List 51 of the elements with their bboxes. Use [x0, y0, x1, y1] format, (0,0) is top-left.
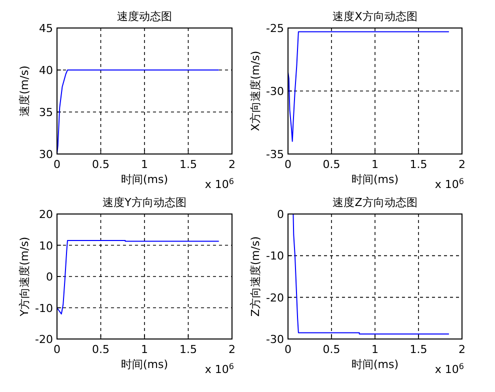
y-tick-label: -20 — [266, 291, 284, 304]
y-tick-label: -20 — [35, 333, 53, 346]
chart-title: 速度Y方向动态图 — [102, 196, 186, 209]
x-tick-label: 1 — [372, 343, 378, 356]
chart-title: 速度动态图 — [117, 10, 172, 23]
x-axis-title: 时间(ms) — [120, 173, 168, 186]
x-tick-label: 2 — [458, 343, 466, 356]
x-tick-label: 2 — [458, 158, 466, 171]
y-tick-label: 40 — [39, 64, 53, 77]
y-axis-title: 速度(m/s) — [18, 66, 31, 116]
text: x 10$^{6}$ — [204, 176, 234, 191]
x-tick-label: 1 — [141, 343, 148, 356]
y-tick-label: 0 — [277, 208, 284, 221]
y-tick-label: -30 — [266, 333, 284, 346]
x-tick-label: 1 — [141, 158, 148, 171]
y-tick-label: 35 — [39, 106, 53, 119]
y-tick-label: 30 — [39, 148, 53, 161]
x-tick-label: 1.5 — [410, 343, 428, 356]
x-tick-label: 2 — [228, 343, 236, 356]
y-tick-label: 20 — [39, 208, 53, 221]
text: x 10$^{6}$ — [204, 362, 234, 376]
y-tick-label: 10 — [39, 239, 53, 252]
y-axis-title: X方向速度(m/s) — [249, 50, 262, 132]
y-axis-title: Y方向速度(m/s) — [18, 236, 31, 318]
x-tick-label: 1.5 — [410, 158, 428, 171]
y-tick-label: 45 — [39, 22, 53, 35]
y-tick-label: -30 — [266, 85, 284, 98]
text: x 10$^{6}$ — [434, 362, 464, 376]
x-tick-label: 0.5 — [92, 343, 110, 356]
x-axis-title: 时间(ms) — [351, 173, 399, 186]
y-tick-label: -25 — [266, 22, 284, 35]
line-series — [288, 31, 450, 142]
line-series — [56, 70, 220, 154]
y-tick-label: 0 — [46, 270, 53, 284]
x-axis-title: 时间(ms) — [120, 358, 168, 371]
chart-title: 速度X方向动态图 — [332, 10, 418, 23]
x-tick-label: 0.5 — [92, 158, 110, 171]
line-series — [56, 240, 220, 314]
chart-title: 速度Z方向动态图 — [332, 196, 418, 209]
x-tick-label: 0.5 — [322, 158, 340, 171]
text: x 10$^{6}$ — [434, 176, 464, 191]
x-tick-label: 2 — [228, 158, 236, 171]
x-tick-label: 0.5 — [322, 343, 340, 356]
y-axis-title: Z方向速度(m/s) — [249, 236, 262, 317]
y-tick-label: -10 — [266, 250, 284, 263]
x-tick-label: 1.5 — [180, 158, 197, 171]
x-axis-title: 时间(ms) — [351, 358, 399, 371]
x-tick-label: 1.5 — [180, 343, 197, 356]
y-tick-label: -35 — [266, 148, 284, 161]
y-tick-label: -10 — [35, 302, 53, 315]
x-tick-label: 1 — [372, 158, 378, 171]
